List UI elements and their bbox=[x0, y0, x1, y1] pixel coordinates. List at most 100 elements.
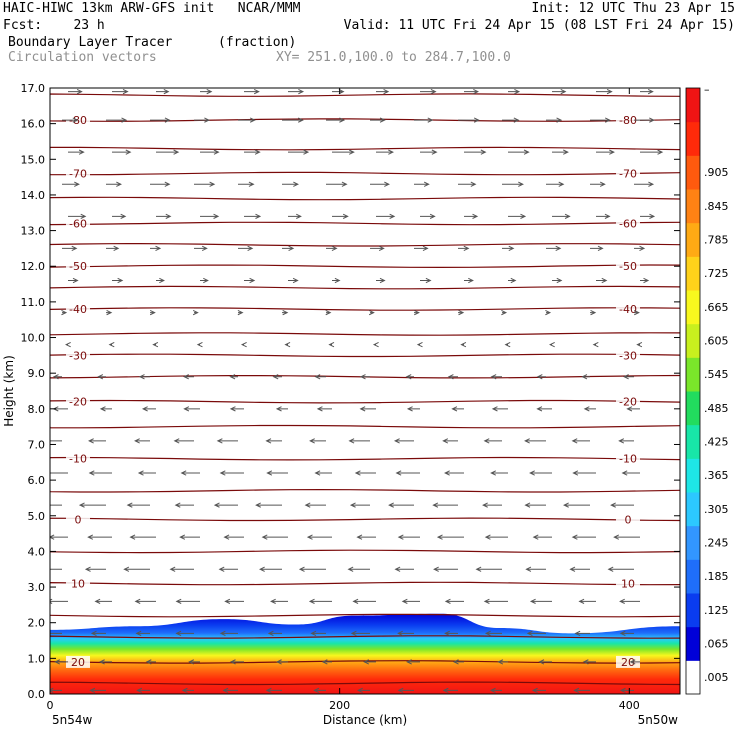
wind-vector bbox=[401, 598, 420, 604]
temperature-contour-line bbox=[50, 424, 680, 429]
wind-vector bbox=[349, 502, 370, 508]
wind-vector bbox=[106, 309, 113, 316]
wind-vector bbox=[106, 245, 120, 252]
wind-vector bbox=[529, 598, 552, 604]
temperature-contour-line bbox=[50, 456, 680, 461]
wind-vector bbox=[106, 117, 128, 123]
wind-vector bbox=[432, 502, 458, 508]
wind-vector bbox=[610, 502, 634, 508]
wind-vector bbox=[298, 566, 326, 572]
wind-vector bbox=[129, 534, 156, 540]
x-tick-label: 200 bbox=[329, 699, 350, 712]
wind-vector bbox=[571, 438, 590, 444]
wind-vector bbox=[524, 438, 546, 444]
wind-vector bbox=[420, 277, 432, 284]
contour-label-background bbox=[66, 349, 90, 362]
wind-vector bbox=[376, 149, 394, 155]
wind-vector bbox=[288, 213, 302, 219]
wind-vector bbox=[573, 687, 590, 694]
colorbar-swatch bbox=[686, 256, 700, 291]
contour-label-background bbox=[66, 167, 90, 180]
contour-label: 20 bbox=[621, 656, 635, 669]
wind-vector bbox=[50, 470, 68, 476]
contour-label: -30 bbox=[619, 349, 637, 362]
wind-vector bbox=[464, 149, 487, 155]
contour-label: -20 bbox=[69, 396, 87, 409]
wind-vector bbox=[145, 659, 156, 665]
wind-vector bbox=[370, 117, 386, 123]
y-tick-label: 3.0 bbox=[28, 581, 46, 594]
wind-vector bbox=[270, 598, 288, 604]
colorbar-label: .065 bbox=[704, 638, 729, 651]
wind-vector bbox=[179, 534, 200, 540]
wind-vector bbox=[108, 342, 115, 348]
wind-vector bbox=[50, 504, 62, 506]
temperature-contour-line bbox=[50, 118, 680, 122]
wind-vector bbox=[180, 470, 200, 476]
wind-vector bbox=[152, 342, 159, 348]
wind-vector bbox=[484, 534, 508, 540]
contour-label: -10 bbox=[69, 453, 87, 466]
colorbar-label: .545 bbox=[704, 368, 729, 381]
contour-label-background bbox=[616, 395, 640, 408]
wind-vector bbox=[141, 406, 156, 412]
wind-vector bbox=[134, 598, 156, 604]
wind-vector bbox=[464, 213, 479, 219]
wind-vector bbox=[265, 438, 282, 444]
y-tick-label: 15.0 bbox=[21, 153, 46, 166]
y-tick-label: 14.0 bbox=[21, 189, 46, 202]
contour-label: -40 bbox=[619, 303, 637, 316]
wind-vector bbox=[192, 309, 199, 316]
contour-label-background bbox=[66, 217, 90, 230]
endpoint-right: 5n50w bbox=[638, 713, 679, 727]
temperature-contour-line bbox=[50, 660, 680, 664]
wind-vector bbox=[240, 342, 247, 348]
wind-vector bbox=[545, 309, 552, 316]
wind-vector bbox=[62, 181, 80, 187]
wind-vector bbox=[490, 470, 508, 476]
wind-vector bbox=[68, 213, 87, 219]
contour-label-background bbox=[66, 303, 90, 316]
contour-label-background bbox=[66, 395, 90, 408]
wind-vector bbox=[464, 277, 474, 284]
wind-vector bbox=[272, 374, 282, 380]
wind-vector bbox=[525, 566, 546, 572]
field-name: Boundary Layer Tracer bbox=[8, 35, 173, 50]
wind-vector bbox=[444, 630, 458, 637]
wind-vector bbox=[188, 659, 200, 665]
wind-vector bbox=[482, 502, 502, 508]
wind-vector bbox=[89, 687, 106, 694]
wind-vector bbox=[229, 659, 244, 665]
contour-label-background bbox=[616, 513, 640, 526]
contour-label: 10 bbox=[71, 577, 85, 590]
wind-vector bbox=[173, 438, 194, 444]
wind-vector bbox=[372, 342, 379, 348]
wind-vector bbox=[98, 659, 112, 665]
wind-vector bbox=[123, 566, 150, 572]
wind-vector bbox=[54, 659, 68, 665]
wind-vector bbox=[569, 566, 590, 572]
colorbar-swatch bbox=[686, 391, 700, 426]
y-tick-label: 16.0 bbox=[21, 118, 46, 131]
colorbar-frame bbox=[685, 87, 701, 695]
wind-vector bbox=[308, 598, 332, 604]
wind-vector bbox=[484, 630, 502, 637]
model-title: HAIC-HIWC 13km ARW-GFS init NCAR/MMM bbox=[3, 1, 301, 16]
y-tick-label: 2.0 bbox=[28, 617, 46, 630]
wind-vector bbox=[354, 470, 376, 476]
wind-vector bbox=[596, 213, 611, 219]
temperature-contour-line bbox=[50, 635, 680, 639]
wind-vector bbox=[275, 406, 288, 412]
wind-vector bbox=[621, 470, 640, 476]
wind-vector bbox=[393, 438, 414, 444]
wind-vector bbox=[282, 245, 295, 252]
temperature-contour-line bbox=[50, 171, 680, 176]
wind-vector bbox=[596, 277, 608, 284]
wind-vector bbox=[194, 117, 211, 123]
colorbar-swatch bbox=[686, 458, 700, 493]
wind-vector bbox=[50, 440, 62, 442]
colorbar-label: .605 bbox=[704, 335, 729, 348]
wind-vector bbox=[136, 687, 150, 694]
wind-vector bbox=[200, 213, 220, 219]
temperature-contour-line bbox=[50, 549, 680, 554]
